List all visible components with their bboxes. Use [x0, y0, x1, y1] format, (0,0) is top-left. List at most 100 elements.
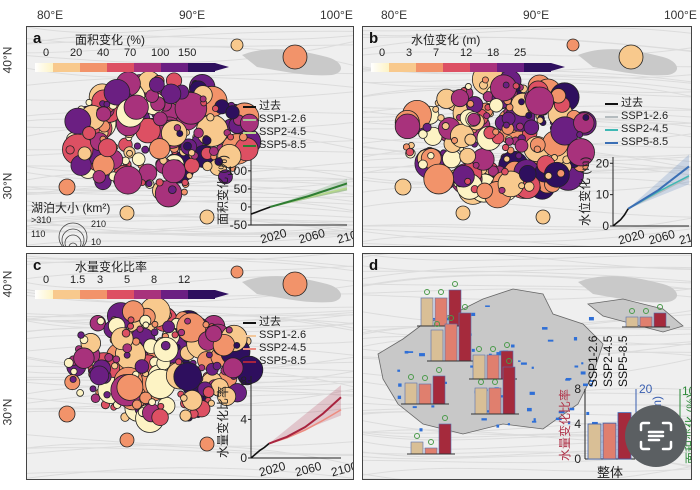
lake-bubble: [162, 320, 175, 334]
scan-text-button[interactable]: [625, 405, 687, 467]
regional-bar: [430, 329, 444, 362]
panel-label: c: [33, 257, 42, 274]
lake-bubble: [282, 44, 308, 70]
inset-line-chart: 0 4 8 2020 2060 2100 水量变化比率: [215, 374, 354, 480]
colorbar: [371, 63, 565, 72]
size-legend-tick: 110: [31, 229, 45, 239]
lake-bubble: [582, 114, 590, 121]
area-change-marker: [452, 281, 458, 287]
terrain-line: [363, 225, 691, 231]
x-tick-label: 2060: [297, 226, 327, 247]
lake-bubble: [89, 365, 110, 386]
area-change-marker: [442, 415, 448, 421]
lake: [511, 344, 515, 348]
colorbar-segment: [188, 63, 215, 72]
area-change-marker: [492, 379, 498, 385]
colorbar-tick: 5: [124, 274, 131, 286]
lake-bubble: [132, 337, 141, 346]
colorbar: [35, 290, 229, 299]
colorbar-segment: [53, 63, 80, 72]
lake: [580, 371, 586, 375]
lake-bubble: [217, 143, 242, 169]
terrain-line: [363, 27, 537, 32]
lake: [496, 424, 500, 428]
legend-swatch: [605, 128, 618, 131]
y-tick-label: -50: [230, 218, 248, 232]
lake-bubble: [518, 164, 537, 183]
lake-bubble: [467, 112, 481, 127]
legend-item: SSP2-4.5: [243, 342, 306, 355]
lake: [496, 352, 503, 356]
lake-bubble: [417, 159, 428, 170]
lake-bubble: [225, 326, 233, 334]
lake-bubble: [134, 359, 150, 374]
lake-bubble: [63, 358, 74, 368]
lat-tick-label: 40°N: [0, 46, 15, 74]
lake-bubble: [202, 386, 215, 398]
scan-icon: [639, 421, 673, 451]
terrain-line: [27, 260, 353, 272]
colorbar-segment: [134, 63, 161, 72]
lake-bubble: [282, 271, 308, 297]
legend-swatch: [243, 118, 256, 121]
lake-bubble: [77, 331, 85, 339]
lake-bubble: [230, 38, 244, 52]
lake-bubble: [536, 116, 544, 124]
lake-bubble: [217, 386, 237, 406]
terrain-line: [27, 214, 353, 233]
lake: [555, 417, 562, 421]
legend-label: SSP1-2.6: [259, 113, 307, 125]
lake-bubble: [65, 145, 75, 155]
lake-bubble: [199, 95, 207, 103]
legend-label: SSP5-8.5: [259, 355, 307, 367]
colorbar-title: 水量变化比率: [75, 260, 148, 274]
lake: [397, 369, 401, 372]
y-axis-label: 面积变化 (%): [215, 155, 230, 225]
lake-bubble: [173, 362, 203, 391]
x-tick-label: 2100: [330, 459, 354, 480]
inset-legend: 过去 SSP1-2.6 SSP2-4.5 SSP5-8.5: [605, 97, 668, 149]
lake-bubble: [173, 124, 182, 132]
colorbar-tick: 100: [151, 47, 170, 59]
area-change-marker: [424, 289, 430, 295]
lat-tick-label: 30°N: [0, 172, 15, 200]
lake-bubble: [202, 321, 210, 329]
lake-bubble: [123, 351, 131, 359]
uncertainty-band: [270, 178, 347, 207]
colorbar-segment: [134, 290, 161, 299]
lat-tick-label: 40°N: [0, 270, 15, 298]
legend-item: SSP1-2.6: [243, 329, 306, 342]
y-tick-label: 100: [227, 164, 247, 178]
lake-bubble: [174, 92, 208, 125]
colorbar-tick: 1.5: [70, 274, 86, 286]
area-change-marker: [657, 304, 663, 310]
lake: [481, 418, 487, 421]
colorbar-segment: [107, 290, 134, 299]
colorbar: [35, 63, 229, 72]
colorbar-tick: 18: [487, 47, 500, 59]
y1-axis-label: 水量变化比率: [557, 389, 572, 461]
terrain-line: [27, 216, 353, 227]
regional-bar: [444, 323, 458, 362]
lake-bubble: [150, 328, 159, 337]
area-change-marker: [476, 346, 482, 352]
lake: [569, 407, 575, 411]
lake: [408, 351, 414, 353]
x-tick-label: 2060: [294, 459, 324, 480]
lake-bubble: [481, 76, 489, 84]
lake-bubble: [222, 357, 244, 379]
legend-swatch: [243, 347, 256, 350]
lake-bubble: [90, 393, 101, 403]
legend-swatch: [605, 102, 618, 105]
lake-bubble: [492, 128, 500, 136]
lake-bubble: [161, 159, 186, 184]
lake-bubble: [155, 178, 164, 187]
area-change-marker: [408, 374, 414, 380]
regional-bar: [486, 354, 500, 380]
series-line-past: [612, 208, 629, 227]
lake-bubble: [70, 367, 78, 376]
y3-tick-label: 100: [682, 384, 691, 398]
lake-bubble: [418, 129, 428, 139]
colorbar-segment: [443, 63, 470, 72]
legend-item: SSP5-8.5: [243, 139, 306, 152]
